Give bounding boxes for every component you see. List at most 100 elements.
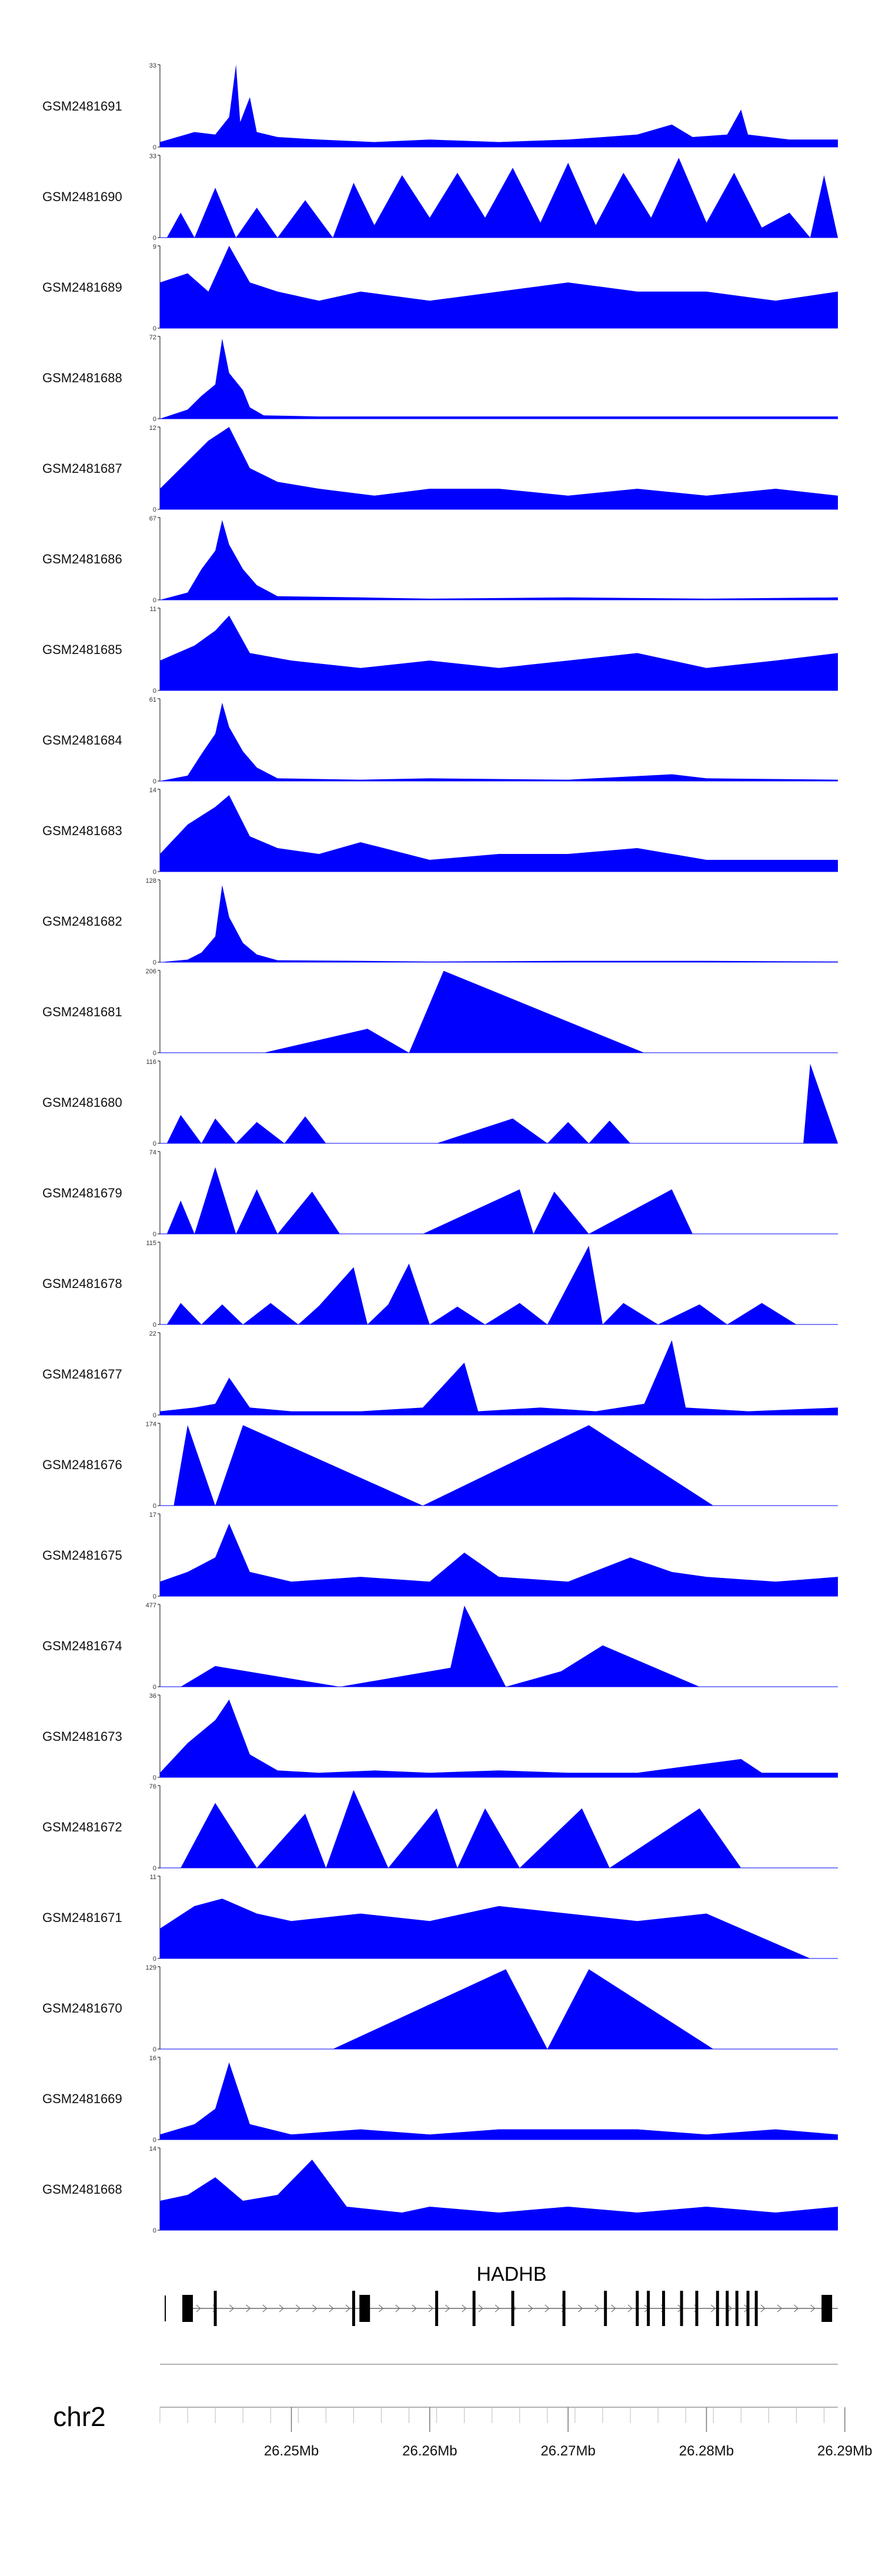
track-GSM2481683: GSM2481683 14 0 bbox=[42, 787, 838, 876]
track-label: GSM2481677 bbox=[42, 1367, 122, 1382]
coverage-area bbox=[160, 246, 838, 328]
track-GSM2481689: GSM2481689 9 0 bbox=[42, 243, 838, 332]
axis-tick-label: 26.27Mb bbox=[540, 2443, 595, 2459]
track-label: GSM2481691 bbox=[42, 99, 122, 114]
coverage-area bbox=[173, 1425, 714, 1506]
y-max-label: 477 bbox=[146, 1602, 156, 1609]
y-max-label: 16 bbox=[149, 2055, 156, 2062]
track-GSM2481678: GSM2481678 115 0 bbox=[42, 1240, 838, 1329]
y-max-label: 129 bbox=[146, 1964, 156, 1971]
strand-arrow bbox=[329, 2304, 334, 2313]
coverage-area bbox=[160, 1699, 838, 1777]
y-max-label: 33 bbox=[149, 153, 156, 160]
strand-arrow bbox=[445, 2304, 450, 2313]
strand-arrow bbox=[611, 2304, 616, 2313]
strand-arrow bbox=[478, 2304, 483, 2313]
y-max-label: 116 bbox=[146, 1059, 156, 1066]
track-GSM2481691: GSM2481691 33 0 bbox=[42, 62, 838, 151]
track-GSM2481671: GSM2481671 11 0 bbox=[42, 1874, 838, 1963]
strand-arrow bbox=[760, 2304, 766, 2313]
axis-tick-label: 26.26Mb bbox=[402, 2443, 457, 2459]
exon bbox=[746, 2291, 750, 2326]
exon bbox=[735, 2291, 739, 2326]
coverage-area bbox=[181, 1790, 741, 1868]
coverage-area bbox=[160, 427, 838, 509]
y-max-label: 67 bbox=[149, 515, 156, 522]
y-max-label: 33 bbox=[149, 62, 156, 69]
track-GSM2481674: GSM2481674 477 0 bbox=[42, 1602, 838, 1691]
coverage-area bbox=[263, 970, 644, 1053]
coverage-area bbox=[160, 338, 838, 419]
strand-arrow bbox=[544, 2304, 550, 2313]
axis-tick-label: 26.25Mb bbox=[264, 2443, 319, 2459]
track-GSM2481688: GSM2481688 72 0 bbox=[42, 334, 838, 423]
y-zero-label: 0 bbox=[153, 869, 156, 876]
y-max-label: 72 bbox=[149, 334, 156, 341]
y-zero-label: 0 bbox=[153, 2227, 156, 2234]
coverage-area bbox=[160, 520, 838, 600]
exon bbox=[472, 2291, 476, 2326]
exon bbox=[562, 2291, 566, 2326]
track-GSM2481687: GSM2481687 12 0 bbox=[42, 425, 838, 513]
coverage-area bbox=[166, 158, 838, 238]
y-zero-label: 0 bbox=[153, 1684, 156, 1691]
track-label: GSM2481687 bbox=[42, 461, 122, 476]
exon bbox=[821, 2295, 833, 2322]
y-zero-label: 0 bbox=[153, 1231, 156, 1238]
y-max-label: 61 bbox=[149, 696, 156, 703]
track-label: GSM2481680 bbox=[42, 1095, 122, 1110]
track-GSM2481672: GSM2481672 76 0 bbox=[42, 1783, 838, 1872]
strand-arrow bbox=[295, 2304, 301, 2313]
chromosome-label: chr2 bbox=[53, 2401, 105, 2432]
track-label: GSM2481675 bbox=[42, 1548, 122, 1563]
coverage-area bbox=[160, 1523, 838, 1596]
track-label: GSM2481669 bbox=[42, 2091, 122, 2106]
track-label: GSM2481688 bbox=[42, 371, 122, 385]
y-max-label: 76 bbox=[149, 1783, 156, 1790]
y-zero-label: 0 bbox=[153, 325, 156, 332]
strand-arrow bbox=[577, 2304, 583, 2313]
y-max-label: 14 bbox=[149, 787, 156, 794]
strand-arrow bbox=[727, 2304, 733, 2313]
y-zero-label: 0 bbox=[153, 688, 156, 695]
strand-arrow bbox=[528, 2304, 533, 2313]
track-label: GSM2481671 bbox=[42, 1910, 122, 1925]
y-max-label: 11 bbox=[150, 606, 156, 613]
strand-arrow bbox=[345, 2304, 350, 2313]
y-zero-label: 0 bbox=[153, 1593, 156, 1600]
axis-tick-label: 26.29Mb bbox=[817, 2443, 872, 2459]
genome-axis: chr2 26.25Mb 26.26Mb 26.27Mb 26.28Mb 26.29Mb bbox=[53, 2364, 872, 2459]
track-GSM2481681: GSM2481681 206 0 bbox=[42, 968, 838, 1057]
exon bbox=[754, 2291, 758, 2326]
exon bbox=[636, 2291, 639, 2326]
coverage-area bbox=[166, 1246, 797, 1324]
exon bbox=[213, 2291, 217, 2326]
strand-arrow bbox=[196, 2304, 201, 2313]
coverage-area bbox=[160, 1340, 838, 1415]
track-GSM2481677: GSM2481677 22 0 bbox=[42, 1330, 838, 1419]
exon bbox=[680, 2291, 683, 2326]
track-label: GSM2481668 bbox=[42, 2182, 122, 2197]
strand-arrow bbox=[794, 2304, 799, 2313]
strand-arrow bbox=[312, 2304, 318, 2313]
track-GSM2481682: GSM2481682 128 0 bbox=[42, 877, 838, 966]
coverage-area bbox=[333, 1969, 714, 2049]
y-zero-label: 0 bbox=[153, 1322, 156, 1329]
y-zero-label: 0 bbox=[153, 597, 156, 604]
strand-arrow bbox=[279, 2304, 284, 2313]
track-GSM2481684: GSM2481684 61 0 bbox=[42, 696, 838, 785]
strand-arrow bbox=[495, 2304, 500, 2313]
track-GSM2481686: GSM2481686 67 0 bbox=[42, 515, 838, 604]
y-zero-label: 0 bbox=[153, 1412, 156, 1419]
axis-tick-label: 26.28Mb bbox=[679, 2443, 734, 2459]
exon bbox=[662, 2291, 666, 2326]
coverage-area bbox=[160, 702, 838, 781]
track-GSM2481679: GSM2481679 74 0 bbox=[42, 1149, 838, 1238]
y-max-label: 115 bbox=[146, 1240, 156, 1247]
strand-arrow bbox=[246, 2304, 251, 2313]
y-zero-label: 0 bbox=[153, 959, 156, 966]
coverage-area bbox=[166, 1167, 783, 1234]
exon bbox=[359, 2295, 370, 2322]
track-label: GSM2481684 bbox=[42, 733, 122, 748]
y-max-label: 174 bbox=[146, 1421, 156, 1428]
